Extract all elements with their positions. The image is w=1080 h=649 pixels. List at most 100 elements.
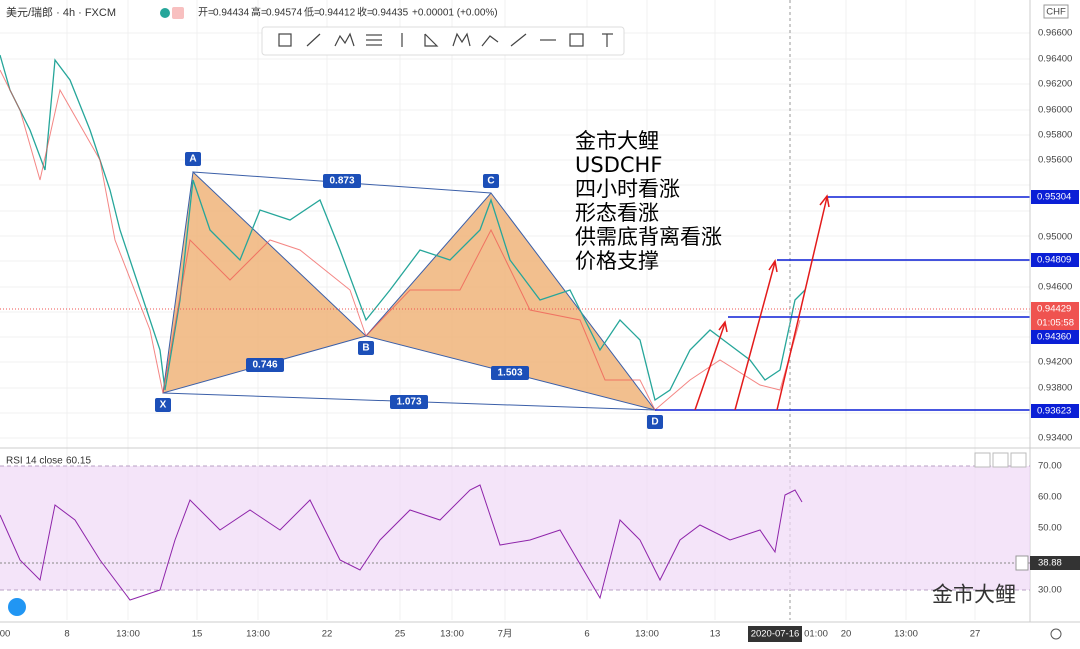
- tool-button[interactable]: [452, 32, 471, 47]
- ohlc-value: 0.94435: [372, 8, 409, 19]
- tool-button[interactable]: [278, 33, 292, 47]
- ohlc-value: 0.94434: [213, 8, 250, 19]
- rsi-label: 50.00: [1038, 523, 1062, 534]
- logo[interactable]: [8, 598, 26, 616]
- ohlc-label: 低=: [304, 6, 320, 19]
- point-label: X: [160, 400, 167, 411]
- time-label: 8: [64, 629, 69, 640]
- rsi-label: 60.00: [1038, 492, 1062, 503]
- price-label: 0.93400: [1038, 433, 1072, 444]
- status-dot[interactable]: [160, 8, 170, 18]
- level-lines: [655, 196, 1030, 411]
- price-label: 0.95000: [1038, 232, 1072, 243]
- status-badge[interactable]: [172, 7, 184, 19]
- time-label: 13: [710, 629, 721, 640]
- price-marker-box: [1031, 330, 1079, 344]
- tool-button[interactable]: [306, 33, 321, 47]
- rsi-current-box: [1030, 556, 1080, 570]
- price-label: 0.93800: [1038, 383, 1072, 394]
- settings[interactable]: [1050, 628, 1062, 640]
- price-label: 0.96200: [1038, 79, 1072, 90]
- annotation-line: 金市大鲤: [575, 129, 659, 153]
- point-label: B: [362, 343, 369, 354]
- currency-box: [1043, 4, 1069, 19]
- ohlc: 开= 0.94434 高= 0.94574 低= 0.94412 收= 0.94435 +0.0…: [198, 6, 498, 19]
- ohlc-change: +0.00001 (+0.00%): [412, 8, 498, 19]
- price-label: 0.94600: [1038, 282, 1072, 293]
- price-marker: 0.95304: [1037, 192, 1071, 203]
- watermark: 金市大鲤: [932, 584, 1016, 607]
- price-marker: 0.93623: [1037, 406, 1071, 417]
- time-label: 13:00: [894, 629, 918, 640]
- tool-button[interactable]: [334, 32, 355, 47]
- time-label: 13:00: [440, 629, 464, 640]
- price-markers: 0.95304 0.94809 0.94429 01:05:58 0.94360 0.93…: [1031, 190, 1079, 418]
- rsi-value: 60.15: [66, 456, 91, 467]
- ratio-label: 1.073: [396, 397, 421, 408]
- tool-button[interactable]: [424, 33, 439, 47]
- ohlc-value: 0.94412: [319, 8, 356, 19]
- pattern-ratios: 0.873 0.746 1.503 1.073: [246, 174, 529, 409]
- time-cursor-box: [748, 626, 802, 642]
- price-label: 0.95600: [1038, 155, 1072, 166]
- symbol: 美元/瑞郎 · 4h · FXCM: [6, 5, 116, 19]
- arrows: [694, 194, 830, 411]
- rsi-label: 70.00: [1038, 461, 1062, 472]
- price-marker-box: [1031, 404, 1079, 418]
- point-label: C: [487, 176, 494, 187]
- tool-button[interactable]: [366, 34, 382, 46]
- time-label: 13:00: [635, 629, 659, 640]
- time-label: 25: [395, 629, 406, 640]
- point-label: D: [651, 417, 658, 428]
- tool-button[interactable]: [510, 33, 527, 47]
- rsi-levels: [0, 465, 1030, 591]
- tool-button[interactable]: [481, 35, 499, 47]
- annotation-line: 供需底背离看涨: [575, 225, 722, 249]
- pane-button[interactable]: [974, 452, 991, 468]
- pane-buttons: [974, 452, 1027, 468]
- ratio-label: 1.503: [497, 368, 522, 379]
- time-label: 01:00: [804, 629, 828, 640]
- price-label: 0.96400: [1038, 54, 1072, 65]
- annotation: 金市大鲤 USDCHF 四小时看涨 形态看涨 供需底背离看涨 价格支撑: [575, 129, 722, 273]
- ohlc-value: 0.94574: [266, 8, 303, 19]
- rsi-axis: 70.00 60.00 50.00 30.00: [1038, 461, 1062, 596]
- price-label: 0.96000: [1038, 105, 1072, 116]
- price-marker: 0.94360: [1037, 332, 1071, 343]
- pane-button[interactable]: [992, 452, 1009, 468]
- time-label: 27: [970, 629, 981, 640]
- annotation-line: 形态看涨: [575, 201, 659, 225]
- price-marker-box: [1031, 253, 1079, 267]
- time-label: 20: [841, 629, 852, 640]
- time-label: 13:00: [246, 629, 270, 640]
- rsi-title: RSI 14 close: [6, 456, 63, 467]
- point-label: A: [189, 154, 196, 165]
- ohlc-label: 收=: [357, 6, 373, 19]
- tool-button[interactable]: [569, 33, 584, 47]
- add-button[interactable]: [1015, 555, 1029, 571]
- rsi-band: [0, 466, 1030, 590]
- price-label: 0.94200: [1038, 357, 1072, 368]
- annotation-line: USDCHF: [575, 153, 662, 177]
- rsi-current: 38.88: [1038, 558, 1062, 569]
- time-label: 00: [0, 629, 10, 640]
- price-marker-box: [1031, 190, 1079, 204]
- time-label: 6: [584, 629, 589, 640]
- price-trace: [0, 54, 806, 402]
- tool-button[interactable]: [602, 33, 613, 47]
- time-axis: 00 8 13:00 15 13:00 22 25 13:00 7月 6 13:00 13 2020-0…: [0, 629, 980, 640]
- pattern-points: X A B C D: [155, 152, 663, 429]
- pane-button[interactable]: [1010, 452, 1027, 468]
- time-label: 7月: [498, 629, 513, 640]
- price-marker: 0.94429: [1037, 304, 1071, 315]
- price-marker-box: [1031, 302, 1079, 316]
- price-axis: 0.96600 0.96400 0.96200 0.96000 0.95800 0.956…: [1038, 28, 1072, 444]
- rsi-line: [0, 484, 803, 601]
- price-marker-box: [1031, 316, 1079, 330]
- currency: CHF: [1046, 7, 1066, 18]
- time-label: 2020-07-16: [751, 629, 800, 640]
- time-label: 15: [192, 629, 203, 640]
- drawing-toolbar: [261, 26, 625, 56]
- price-marker: 01:05:58: [1037, 318, 1074, 329]
